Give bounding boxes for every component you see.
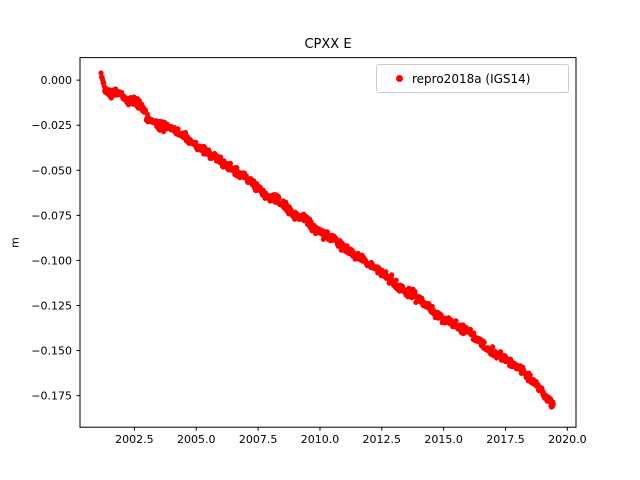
legend-label: repro2018a (IGS14) <box>412 71 531 86</box>
y-tick-label: −0.175 <box>31 390 72 403</box>
y-tick-label: −0.100 <box>31 254 72 267</box>
y-tick-label: −0.075 <box>31 209 72 222</box>
y-tick-label: −0.150 <box>31 345 72 358</box>
x-tick-label: 2020.0 <box>548 433 587 446</box>
x-tick-label: 2017.5 <box>486 433 525 446</box>
axes-frame <box>79 57 577 428</box>
scatter-series <box>98 70 556 410</box>
x-tick-label: 2005.0 <box>177 433 216 446</box>
y-tick-label: 0.000 <box>41 74 73 87</box>
y-axis-label: m <box>8 237 22 248</box>
x-tick-label: 2015.0 <box>424 433 463 446</box>
y-tick-label: −0.025 <box>31 119 72 132</box>
x-tick-label: 2002.5 <box>115 433 154 446</box>
y-tick-label: −0.125 <box>31 300 72 313</box>
legend: repro2018a (IGS14) <box>376 64 569 93</box>
x-tick-label: 2010.0 <box>301 433 340 446</box>
chart-title: CPXX E <box>304 37 352 52</box>
y-tick-label: −0.050 <box>31 164 72 177</box>
x-tick-label: 2007.5 <box>239 433 278 446</box>
legend-marker-icon <box>396 75 403 82</box>
x-tick-label: 2012.5 <box>363 433 402 446</box>
